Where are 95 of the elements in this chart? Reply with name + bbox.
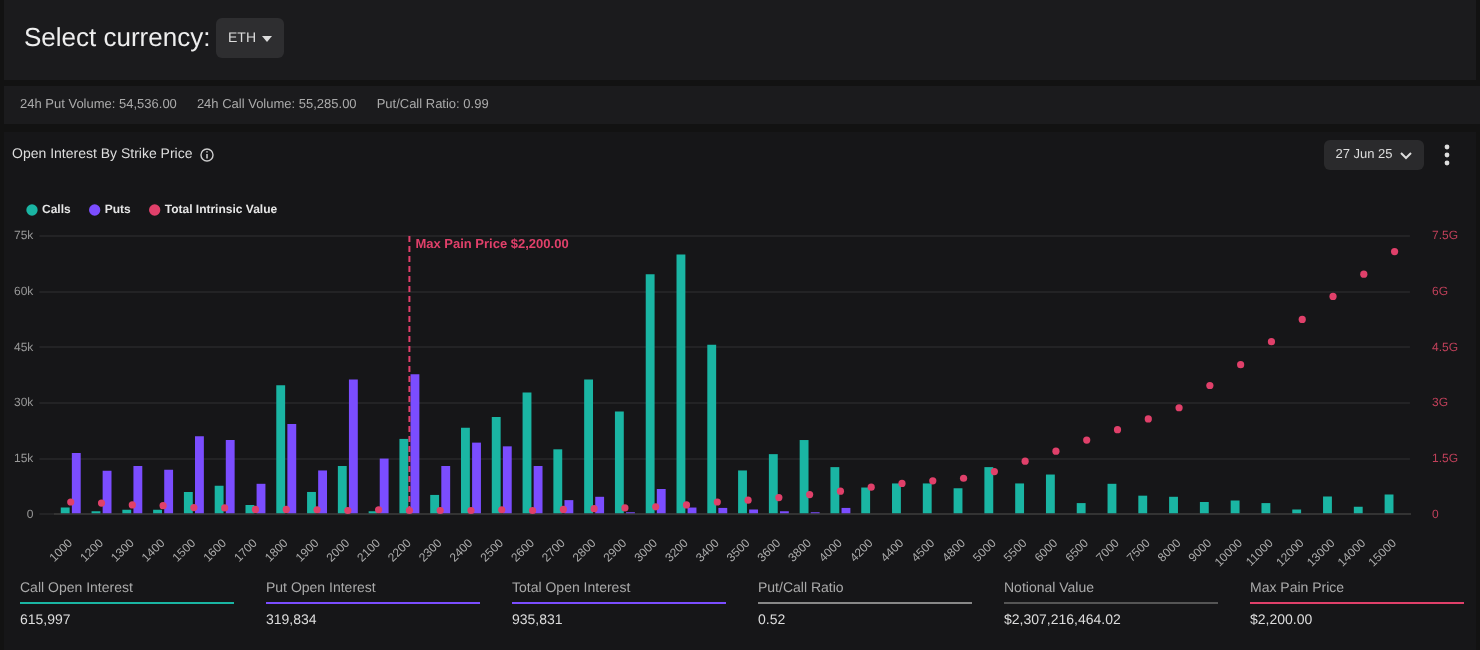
point [621,504,629,512]
point [128,501,136,509]
point [744,496,752,504]
bar [676,254,686,514]
bar [533,466,543,514]
bar [922,483,932,514]
point [282,505,290,513]
bar [183,491,193,514]
bar [1045,474,1055,514]
bar [656,489,666,514]
point [1360,270,1368,278]
point [1237,361,1245,369]
bar [1076,503,1086,514]
point [898,479,906,488]
point [1175,404,1183,412]
bar [430,494,440,514]
bar [348,379,358,514]
point [97,499,106,507]
point [67,498,75,506]
point [559,505,567,513]
bar [1230,500,1240,514]
bar [461,427,470,514]
bar [1138,495,1148,514]
point [1083,436,1091,444]
point [1113,426,1122,434]
bar [984,467,994,514]
bar [71,453,81,514]
bar [1169,496,1178,514]
point [221,504,229,512]
point [467,506,475,515]
bar [707,344,717,514]
bar [502,446,512,514]
point [682,501,691,509]
point [1390,247,1399,256]
bar [60,507,70,514]
point [498,506,506,514]
point [159,502,167,510]
point [1052,447,1060,455]
bar [645,274,655,514]
point [251,505,260,513]
bar [1199,501,1209,514]
bar [584,379,594,514]
text: Select currency: [24,22,211,52]
bar [553,449,563,514]
bar [307,491,316,514]
bar [164,469,174,514]
bar [799,440,809,514]
bar [287,424,297,514]
point [313,506,321,514]
bar [214,485,224,514]
bar [399,438,409,514]
point [1144,415,1152,423]
point [1206,381,1214,390]
point [806,490,814,499]
point [375,506,383,514]
point [590,505,598,513]
point [1021,457,1029,465]
bar [102,470,112,514]
bar [195,436,204,514]
bar [441,466,451,514]
bar [892,483,901,514]
point [1298,315,1306,324]
point [867,483,875,491]
bar [133,466,143,514]
bar [379,458,389,514]
point [190,503,198,512]
bar [1015,483,1025,514]
bar [830,467,840,514]
bar [738,470,747,514]
bar [491,417,501,514]
bar [318,470,328,514]
bar [472,442,481,514]
bar [1323,496,1332,514]
point [652,503,660,511]
bar [614,411,624,514]
bar [953,488,963,514]
bar [1353,506,1363,514]
point [1267,338,1276,346]
bar [337,466,347,514]
point [959,474,968,482]
bar [768,454,778,514]
bar [718,507,728,514]
point [1329,292,1337,301]
point [713,498,721,506]
point [836,487,845,495]
point [528,506,537,515]
bar [861,487,871,514]
point [775,493,783,502]
bar [1261,503,1271,514]
point [990,467,998,476]
point [929,477,937,485]
bar [225,440,235,514]
bar [276,385,286,514]
point [436,506,444,515]
point [344,506,352,515]
